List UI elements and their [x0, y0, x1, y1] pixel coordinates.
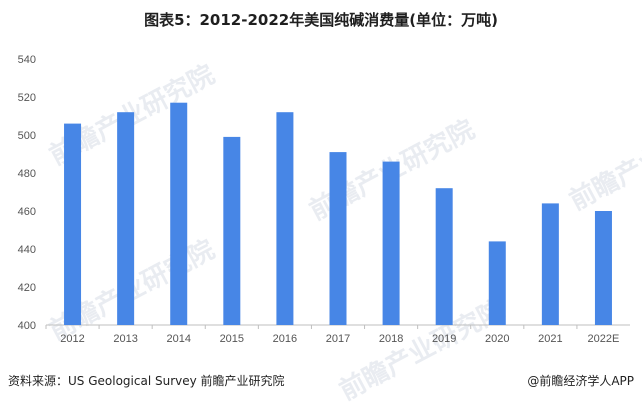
x-tick-label: 2019	[432, 333, 456, 345]
bar-2019	[435, 188, 453, 325]
y-tick-label: 520	[18, 92, 36, 104]
bar-2012	[64, 123, 82, 325]
bar-2022E	[594, 211, 612, 325]
x-tick-label: 2020	[485, 333, 509, 345]
x-tick-label: 2015	[220, 333, 244, 345]
x-tick-label: 2018	[379, 333, 403, 345]
chart-title: 图表5：2012-2022年美国纯碱消费量(单位：万吨)	[144, 11, 498, 29]
bar-2013	[117, 112, 135, 325]
brand-note: @前瞻经济学人APP	[527, 374, 634, 388]
y-tick-label: 540	[18, 54, 36, 66]
x-tick-label: 2016	[273, 333, 297, 345]
y-tick-label: 440	[18, 244, 36, 256]
bar-2015	[223, 136, 241, 325]
y-tick-label: 400	[18, 320, 36, 332]
y-tick-label: 500	[18, 130, 36, 142]
bar-2017	[329, 152, 347, 325]
y-tick-label: 460	[18, 206, 36, 218]
x-tick-label: 2021	[538, 333, 562, 345]
bar-2016	[276, 112, 294, 325]
source-note: 资料来源：US Geological Survey 前瞻产业研究院	[8, 374, 285, 388]
x-tick-label: 2012	[60, 333, 84, 345]
x-tick-label: 2014	[166, 333, 190, 345]
x-tick-label: 2022E	[588, 333, 620, 345]
y-tick-label: 420	[18, 282, 36, 294]
bar-2014	[170, 102, 188, 325]
bar-2018	[382, 161, 400, 325]
bar-2020	[488, 241, 506, 325]
x-tick-label: 2017	[326, 333, 350, 345]
y-tick-label: 480	[18, 168, 36, 180]
x-tick-label: 2013	[113, 333, 137, 345]
bar-2021	[541, 203, 559, 325]
